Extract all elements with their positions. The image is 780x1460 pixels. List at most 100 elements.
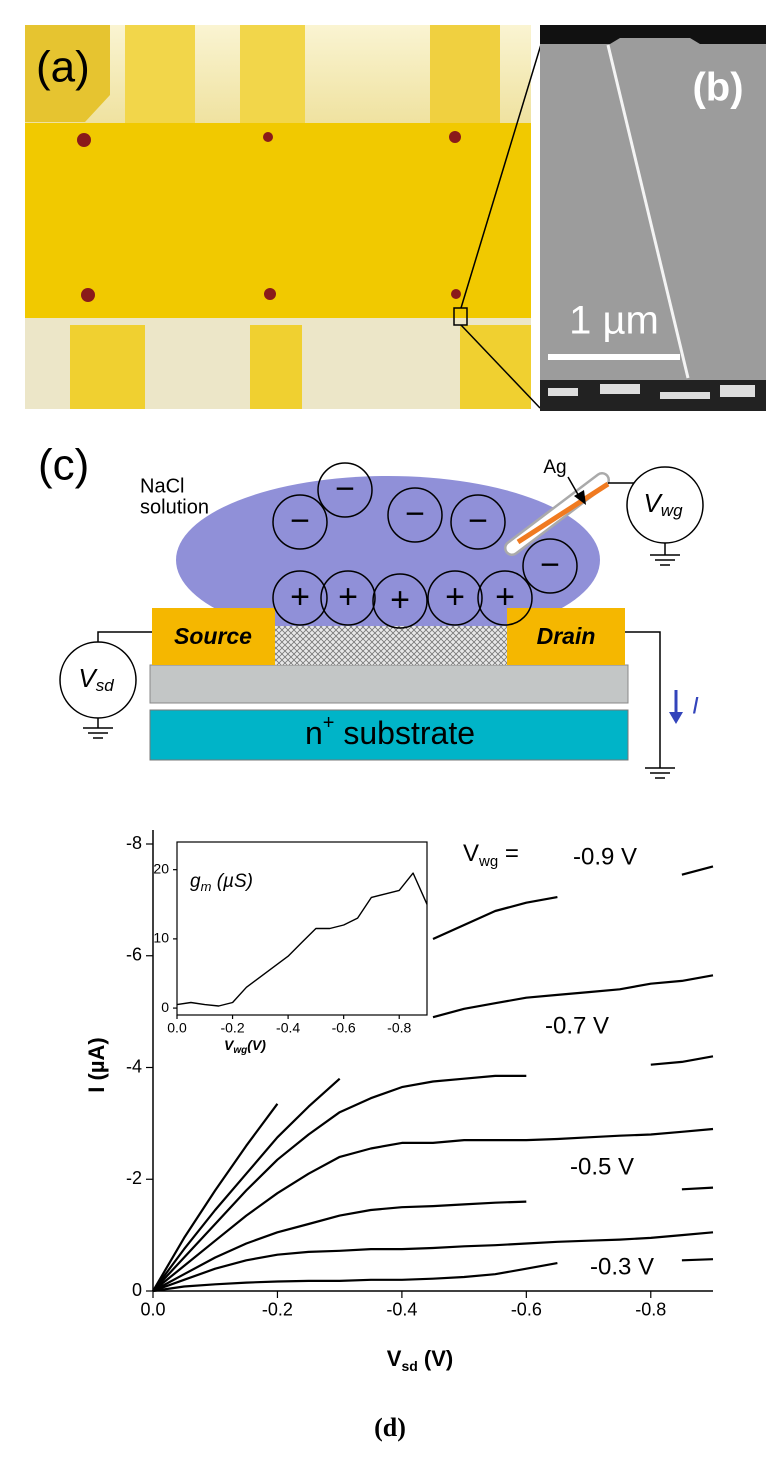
ground <box>83 718 113 739</box>
panel-label: (a) <box>36 43 90 92</box>
subscript: wg <box>661 501 683 520</box>
solution-drop <box>176 476 600 644</box>
current-arrow-head <box>669 712 683 724</box>
substrate-base: n <box>305 715 323 751</box>
pad <box>70 325 145 409</box>
x-tick-label: -0.4 <box>386 1299 417 1319</box>
x-tick-label: 0.0 <box>140 1299 165 1319</box>
panel-label: (c) <box>38 441 89 490</box>
data-line <box>176 872 428 1007</box>
x-tick-label: -0.4 <box>276 1020 300 1036</box>
x-tick-label: -0.6 <box>511 1299 542 1319</box>
inset-frame <box>176 841 428 1016</box>
y-tick-label: 10 <box>153 930 169 946</box>
symbol: V <box>387 1346 402 1371</box>
panel-b: 1 µm (b) <box>540 25 766 411</box>
data-line <box>152 1258 714 1293</box>
panel-label: (b) <box>692 66 743 110</box>
y-tick-label: -2 <box>126 1168 142 1188</box>
source-label: Source <box>174 623 252 649</box>
source-electrode <box>152 608 275 665</box>
ground <box>625 631 675 779</box>
ion <box>320 570 376 626</box>
subscript: wg <box>478 853 498 870</box>
ion-sign: − <box>335 470 355 508</box>
substrate-label: n+ substrate <box>305 712 475 751</box>
x-tick-label: -0.8 <box>387 1020 411 1036</box>
sem-noise <box>548 384 755 399</box>
ion-sign: − <box>290 502 310 540</box>
sem-image <box>540 25 766 411</box>
x-tick-label: -0.8 <box>635 1299 666 1319</box>
panel-a: (a) <box>25 25 547 409</box>
zoom-box <box>453 307 468 326</box>
label: Vwg(V) <box>224 1037 266 1056</box>
pad <box>460 325 531 409</box>
pad <box>25 25 110 122</box>
subscript: sd <box>96 676 115 695</box>
electrode-label: Ag <box>543 457 566 478</box>
x-tick-label: -0.2 <box>262 1299 293 1319</box>
gate-voltage-label: Vwg <box>643 488 683 521</box>
ion <box>522 538 578 594</box>
y-tick-label: 0 <box>132 1280 142 1300</box>
pad <box>430 25 500 123</box>
ground <box>650 543 680 566</box>
series-label: -0.5 V <box>570 1153 634 1180</box>
nanowire <box>606 44 690 379</box>
y-tick-label: 0 <box>161 999 169 1015</box>
ion-sign: + <box>390 581 410 619</box>
sem-edge <box>540 380 766 411</box>
substrate-rest: substrate <box>334 715 475 751</box>
data-line <box>152 1055 714 1292</box>
ion <box>450 494 506 550</box>
nanowire-channel <box>275 626 507 665</box>
wire <box>97 631 152 642</box>
subscript: wg <box>233 1045 247 1056</box>
ion-sign: + <box>495 578 515 616</box>
solution-label: solution <box>140 496 209 518</box>
ion <box>427 570 483 626</box>
series-label: -0.3 V <box>590 1253 654 1280</box>
bias-voltage-label: Vsd <box>78 663 114 696</box>
label: Vwg = <box>463 840 519 870</box>
x-tick-label: -0.2 <box>220 1020 244 1036</box>
x-tick-label: 0.0 <box>167 1020 187 1036</box>
caption: (d) <box>374 1413 406 1442</box>
current-label: I <box>692 692 699 719</box>
y-tick-label: -4 <box>126 1056 142 1076</box>
ion <box>372 573 428 629</box>
zoom-line <box>460 27 547 309</box>
x-tick-label: -0.6 <box>332 1020 356 1036</box>
drain-label: Drain <box>537 623 596 649</box>
ion <box>272 570 328 626</box>
contact-dots <box>77 131 461 302</box>
scale-bar-label: 1 µm <box>569 299 659 343</box>
ion-sign: + <box>445 578 465 616</box>
label: gm (µS) <box>190 871 253 894</box>
pad <box>240 25 305 123</box>
oxide-layer <box>149 664 629 704</box>
ion-sign: + <box>338 578 358 616</box>
substrate <box>149 709 629 761</box>
y-tick-label: -6 <box>126 945 142 965</box>
unit: (µS) <box>211 871 253 892</box>
ion <box>477 570 533 626</box>
series-label: -0.7 V <box>545 1012 609 1039</box>
zoom-line <box>460 324 541 409</box>
symbol: g <box>190 871 201 892</box>
pad <box>250 325 302 409</box>
unit: (V) <box>247 1037 266 1053</box>
ion-sign: + <box>290 578 310 616</box>
data-line <box>152 1231 714 1293</box>
data-line <box>152 1127 714 1292</box>
y-tick-label: -8 <box>126 833 142 853</box>
rest: = <box>498 840 519 867</box>
symbol: V <box>643 488 663 518</box>
pad <box>125 25 195 123</box>
symbol: V <box>463 840 479 867</box>
label: Vsd (V) <box>387 1346 453 1374</box>
ion <box>272 494 328 550</box>
